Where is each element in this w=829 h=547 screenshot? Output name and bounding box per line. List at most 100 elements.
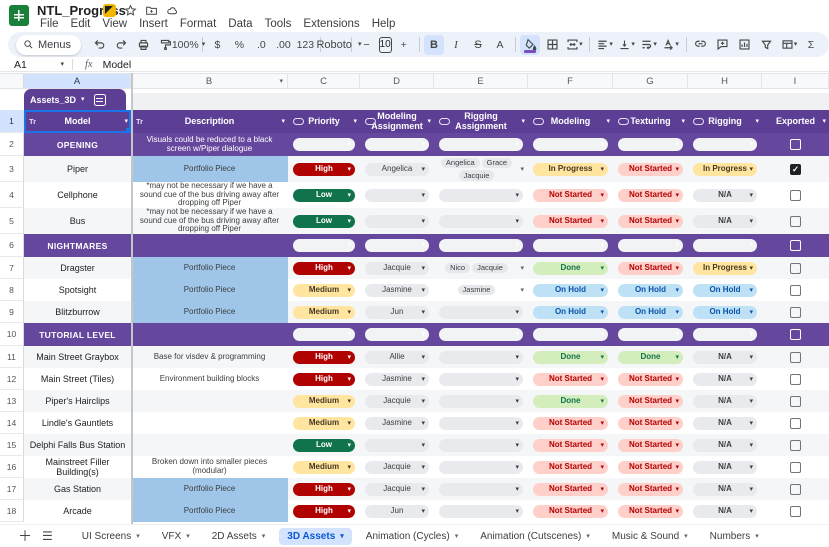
font-size-input[interactable]: 10 [379, 37, 392, 53]
dropdown-chevron-icon[interactable] [347, 508, 351, 515]
sheet-tab-2d-assets[interactable]: 2D Assets [204, 528, 274, 545]
exported-checkbox[interactable] [790, 307, 801, 318]
empty-dropdown-pill[interactable] [533, 138, 608, 151]
modeling-status-pill[interactable]: Done [533, 351, 608, 364]
dropdown-chevron-icon[interactable] [755, 533, 759, 540]
description-cell[interactable]: Environment building blocks [131, 368, 288, 390]
dropdown-chevron-icon[interactable] [684, 533, 688, 540]
sheet-tab-ui-screens[interactable]: UI Screens [74, 528, 148, 545]
exported-checkbox[interactable] [790, 139, 801, 150]
description-cell[interactable]: Base for visdev & programming [131, 346, 288, 368]
empty-dropdown-pill[interactable] [533, 239, 608, 252]
dropdown-chevron-icon[interactable] [515, 141, 519, 148]
assignment-pill[interactable]: Jacquie [365, 262, 429, 275]
exported-checkbox[interactable] [790, 418, 801, 429]
texturing-status-pill[interactable]: Not Started [618, 215, 683, 228]
exported-checkbox[interactable] [790, 440, 801, 451]
assignment-pill[interactable] [439, 373, 523, 386]
rigging-status-pill[interactable]: In Progress [693, 262, 757, 275]
dropdown-chevron-icon[interactable] [515, 508, 519, 515]
priority-pill[interactable]: High [293, 351, 355, 364]
modeling-status-pill[interactable]: Not Started [533, 461, 608, 474]
dropdown-chevron-icon[interactable] [749, 242, 753, 249]
row-number[interactable]: 3 [0, 156, 24, 182]
empty-dropdown-pill[interactable] [618, 138, 683, 151]
model-cell[interactable]: Lindle's Gauntlets [24, 412, 131, 434]
modeling-status-pill[interactable]: Not Started [533, 373, 608, 386]
exported-checkbox[interactable] [790, 352, 801, 363]
row-number[interactable]: 10 [0, 323, 24, 346]
decrease-decimals-button[interactable]: .0 [251, 35, 271, 55]
dropdown-chevron-icon[interactable] [421, 464, 425, 471]
dropdown-chevron-icon[interactable] [421, 287, 425, 294]
exported-checkbox[interactable] [790, 216, 801, 227]
rigging-status-pill[interactable]: N/A [693, 461, 757, 474]
model-cell[interactable]: NIGHTMARES [24, 234, 131, 257]
text-rotation-button[interactable] [661, 35, 681, 55]
assignment-chips[interactable]: Jasmine [434, 284, 528, 297]
priority-pill[interactable]: High [293, 163, 355, 176]
dropdown-chevron-icon[interactable] [515, 376, 519, 383]
row-number[interactable]: 12 [0, 368, 24, 390]
dropdown-chevron-icon[interactable] [675, 398, 679, 405]
increase-decimals-button[interactable]: .00 [273, 35, 293, 55]
row-number[interactable]: 6 [0, 234, 24, 257]
decrease-font-size-button[interactable]: − [357, 35, 377, 55]
dropdown-chevron-icon[interactable] [421, 242, 425, 249]
modeling-status-pill[interactable]: Not Started [533, 439, 608, 452]
zoom-control[interactable]: 100% [177, 35, 197, 55]
description-cell[interactable] [131, 234, 288, 257]
menu-view[interactable]: View [96, 17, 133, 31]
assignment-pill[interactable]: Jasmine [365, 417, 429, 430]
modeling-status-pill[interactable]: Not Started [533, 505, 608, 518]
dropdown-chevron-icon[interactable] [600, 265, 604, 272]
priority-pill[interactable]: Medium [293, 306, 355, 319]
dropdown-chevron-icon[interactable] [281, 118, 285, 125]
model-cell[interactable]: Main Street (Tiles) [24, 368, 131, 390]
dropdown-chevron-icon[interactable] [347, 265, 351, 272]
undo-button[interactable] [89, 35, 109, 55]
column-header-priority[interactable]: Priority [288, 110, 360, 133]
sheet-tab-3d-assets[interactable]: 3D Assets [279, 528, 352, 545]
borders-button[interactable] [542, 35, 562, 55]
frozen-column-divider[interactable] [131, 73, 133, 533]
dropdown-chevron-icon[interactable] [515, 331, 519, 338]
priority-pill[interactable]: Medium [293, 395, 355, 408]
texturing-status-pill[interactable]: Not Started [618, 483, 683, 496]
texturing-status-pill[interactable]: Not Started [618, 461, 683, 474]
exported-checkbox[interactable] [790, 506, 801, 517]
row-number[interactable]: 2 [0, 133, 24, 156]
empty-dropdown-pill[interactable] [293, 239, 355, 252]
dropdown-chevron-icon[interactable] [347, 398, 351, 405]
texturing-status-pill[interactable]: Not Started [618, 505, 683, 518]
dropdown-chevron-icon[interactable] [421, 331, 425, 338]
dropdown-chevron-icon[interactable] [675, 287, 679, 294]
assignment-pill[interactable]: Jacquie [365, 483, 429, 496]
priority-pill[interactable]: Low [293, 189, 355, 202]
dropdown-chevron-icon[interactable] [124, 118, 128, 125]
empty-dropdown-pill[interactable] [439, 239, 523, 252]
assignee-chip[interactable]: Jacquie [459, 170, 495, 181]
priority-pill[interactable]: Low [293, 215, 355, 228]
vertical-align-button[interactable] [617, 35, 637, 55]
description-cell[interactable]: Broken down into smaller pieces (modular… [131, 456, 288, 478]
menu-extensions[interactable]: Extensions [297, 17, 365, 31]
dropdown-chevron-icon[interactable] [515, 442, 519, 449]
priority-pill[interactable]: Medium [293, 461, 355, 474]
exported-checkbox[interactable] [790, 240, 801, 251]
assignment-pill[interactable] [439, 505, 523, 518]
dropdown-chevron-icon[interactable] [515, 192, 519, 199]
print-button[interactable] [133, 35, 153, 55]
empty-dropdown-pill[interactable] [693, 138, 757, 151]
rigging-status-pill[interactable]: N/A [693, 505, 757, 518]
dropdown-chevron-icon[interactable] [755, 118, 759, 125]
modeling-status-pill[interactable]: On Hold [533, 284, 608, 297]
select-all-corner[interactable] [0, 74, 24, 88]
texturing-status-pill[interactable]: Not Started [618, 189, 683, 202]
assignment-pill[interactable]: Jasmine [365, 284, 429, 297]
menu-insert[interactable]: Insert [133, 17, 174, 31]
dropdown-chevron-icon[interactable] [515, 464, 519, 471]
assignee-chip[interactable]: Angelica [441, 158, 480, 169]
dropdown-chevron-icon[interactable] [421, 309, 425, 316]
texturing-status-pill[interactable]: Not Started [618, 373, 683, 386]
